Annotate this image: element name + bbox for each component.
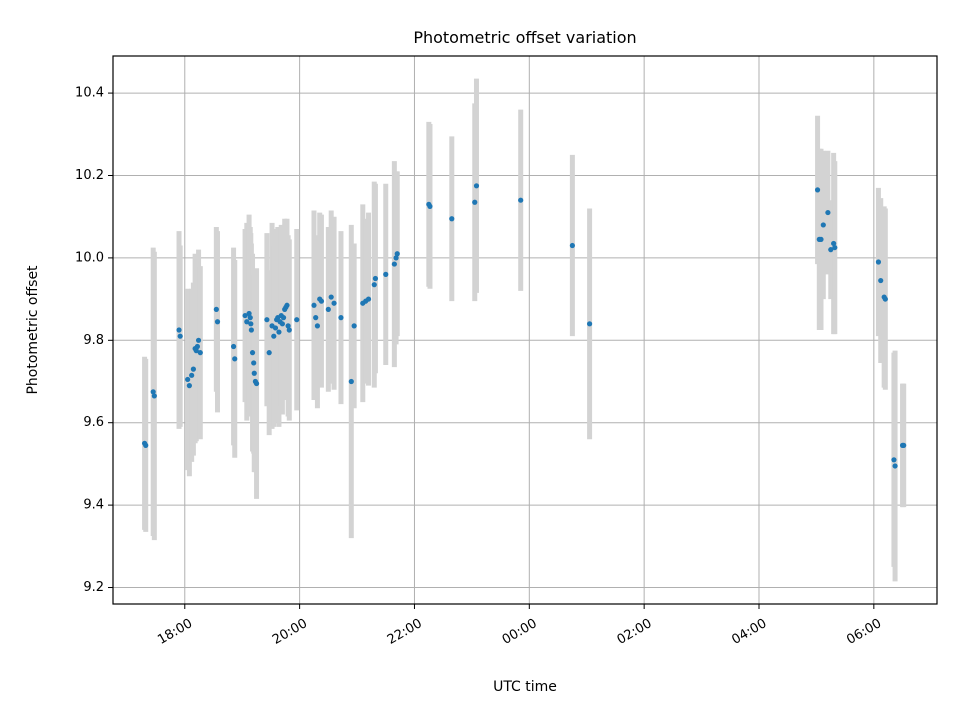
data-point: [372, 275, 379, 282]
x-axis-label: UTC time: [493, 679, 557, 695]
y-tick-label: 9.6: [83, 415, 104, 430]
data-point: [338, 315, 344, 321]
data-point: [213, 306, 219, 312]
data-point: [193, 348, 199, 354]
data-point: [365, 296, 372, 302]
y-axis-label: Photometric offset: [25, 265, 41, 395]
data-point: [271, 333, 277, 339]
data-point: [286, 327, 292, 333]
data-point: [449, 216, 455, 222]
data-point: [189, 372, 195, 378]
data-point: [186, 383, 192, 389]
data-point: [177, 333, 183, 339]
data-point: [232, 356, 238, 362]
data-point: [473, 183, 480, 189]
data-point: [825, 209, 831, 216]
data-point: [214, 319, 221, 325]
data-point: [831, 240, 837, 247]
data-point: [242, 312, 248, 319]
data-point: [814, 187, 821, 193]
data-point: [251, 370, 257, 376]
data-point: [248, 327, 254, 333]
data-point: [311, 302, 317, 308]
data-point: [818, 236, 824, 242]
data-point: [251, 360, 257, 366]
data-point: [285, 323, 291, 329]
data-point: [314, 323, 321, 329]
y-tick-label: 9.2: [83, 580, 104, 595]
data-point: [249, 350, 256, 356]
data-point: [266, 350, 272, 356]
data-point: [264, 317, 270, 323]
data-point: [328, 294, 334, 300]
data-point: [325, 306, 331, 312]
data-point: [394, 251, 400, 257]
data-point: [284, 302, 290, 308]
data-point: [246, 310, 252, 317]
data-point: [143, 442, 149, 448]
grid: [113, 56, 937, 604]
data-point: [351, 323, 357, 329]
data-point: [472, 199, 478, 205]
data-point: [393, 255, 399, 261]
data-point: [151, 393, 157, 399]
data-point: [878, 277, 884, 284]
data-point: [230, 343, 237, 350]
data-point: [820, 222, 826, 228]
data-point: [892, 463, 898, 469]
data-point: [194, 343, 201, 350]
plot-frame: [112, 55, 938, 605]
data-point: [383, 271, 389, 277]
data-point: [882, 296, 888, 302]
data-point: [391, 261, 397, 267]
chart-title: Photometric offset variation: [413, 28, 636, 47]
data-point: [197, 350, 203, 356]
data-point: [276, 329, 282, 335]
y-tick-label: 10.2: [75, 168, 104, 183]
markers: [141, 183, 907, 469]
data-point: [586, 321, 593, 327]
data-point: [875, 259, 882, 265]
data-point: [247, 315, 253, 321]
data-point: [150, 389, 156, 395]
data-point: [832, 244, 838, 251]
data-point: [294, 317, 300, 323]
data-point: [371, 282, 377, 288]
y-tick-label: 10.4: [75, 86, 104, 101]
data-point: [253, 380, 260, 387]
data-point: [280, 315, 287, 321]
data-point: [272, 325, 279, 331]
data-point: [828, 247, 834, 253]
data-point: [313, 315, 319, 321]
data-point: [244, 319, 250, 325]
data-point: [427, 203, 433, 209]
data-point: [279, 321, 285, 327]
data-point: [901, 442, 907, 448]
data-point: [190, 366, 196, 372]
data-point: [891, 457, 897, 463]
data-point: [185, 376, 191, 383]
data-point: [348, 378, 354, 385]
data-point: [318, 298, 325, 304]
y-tick-label: 9.4: [83, 498, 104, 513]
data-point: [518, 197, 524, 203]
data-point: [248, 321, 254, 327]
y-tick-label: 9.8: [83, 333, 104, 348]
y-tick-label: 10.0: [75, 250, 104, 265]
data-point: [176, 327, 182, 333]
data-point: [195, 337, 202, 343]
data-point: [331, 300, 337, 306]
y-axis-ticks: 9.2 9.4 9.6 9.8 10.0 10.2 10.4: [75, 86, 113, 595]
data-point: [569, 242, 575, 249]
